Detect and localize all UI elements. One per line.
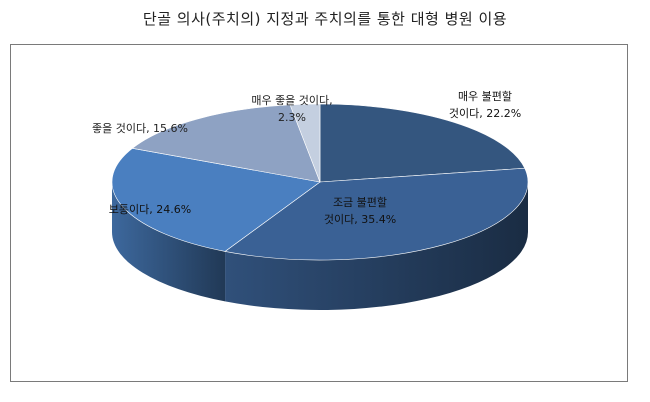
pie-slice-4 bbox=[289, 103, 321, 183]
chart-title: 단골 의사(주치의) 지정과 주치의를 통한 대형 병원 이용 bbox=[142, 10, 508, 28]
pie-slice-2 bbox=[111, 147, 321, 252]
data-label-3: 좋을 것이다, 15.6% bbox=[92, 122, 188, 135]
pie-side-2 bbox=[112, 182, 226, 302]
pie-side-1 bbox=[225, 182, 528, 311]
data-label-0: 매우 불편할 것이다, 22.2% bbox=[449, 90, 521, 120]
data-label-1: 조금 불편할 것이다, 35.4% bbox=[324, 196, 396, 226]
data-label-4: 매우 좋을 것이다, 2.3% bbox=[251, 94, 332, 124]
pie-slice-1 bbox=[224, 167, 529, 261]
data-label-2: 보통이다, 24.6% bbox=[109, 203, 191, 216]
pie-slice-3 bbox=[131, 104, 321, 183]
pie-slice-0 bbox=[319, 103, 526, 183]
